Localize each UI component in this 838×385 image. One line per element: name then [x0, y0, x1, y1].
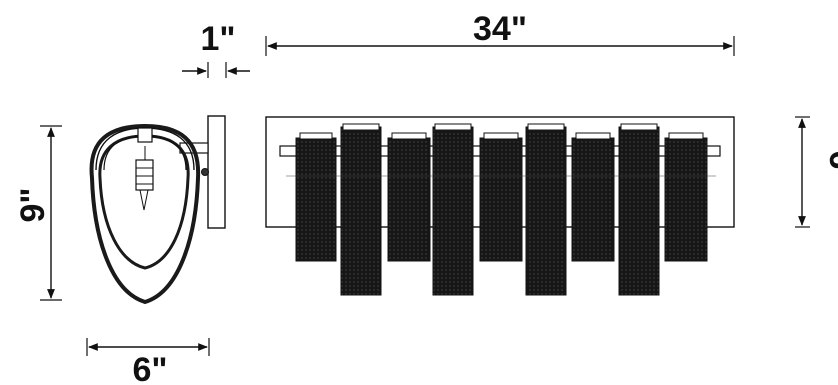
- side-inner-loop: [98, 134, 190, 270]
- crystal-strand-long-3: [525, 123, 567, 296]
- backplate-height-dimension: 6": [795, 116, 838, 228]
- side-view: [89, 115, 226, 305]
- crystal-strand-short-1: [295, 132, 337, 262]
- depth-label: 1": [200, 20, 235, 58]
- crystal-strand-short-5: [664, 132, 708, 262]
- front-view: [265, 116, 735, 296]
- side-width-label: 6": [132, 351, 167, 385]
- width-dimension: 34": [265, 10, 735, 56]
- crystal-strand-long-1: [340, 123, 382, 296]
- backplate-height-label: 6": [822, 150, 838, 185]
- crystal-strand-short-4: [571, 132, 615, 262]
- crystal-strand-long-2: [432, 123, 474, 296]
- crystal-strand-short-2: [387, 132, 431, 262]
- side-bulb-socket: [135, 159, 154, 191]
- crystal-strand-long-4: [618, 123, 660, 296]
- side-height-label: 9": [14, 187, 52, 222]
- side-width-dimension: 6": [86, 338, 210, 385]
- depth-dimension: 1": [182, 20, 250, 78]
- crystal-strand-short-3: [479, 132, 523, 262]
- width-label: 34": [473, 10, 527, 48]
- side-outer-loop: [89, 123, 201, 305]
- side-height-dimension: 9": [14, 125, 62, 301]
- side-screw: [201, 168, 209, 176]
- side-wall-plate: [207, 115, 226, 229]
